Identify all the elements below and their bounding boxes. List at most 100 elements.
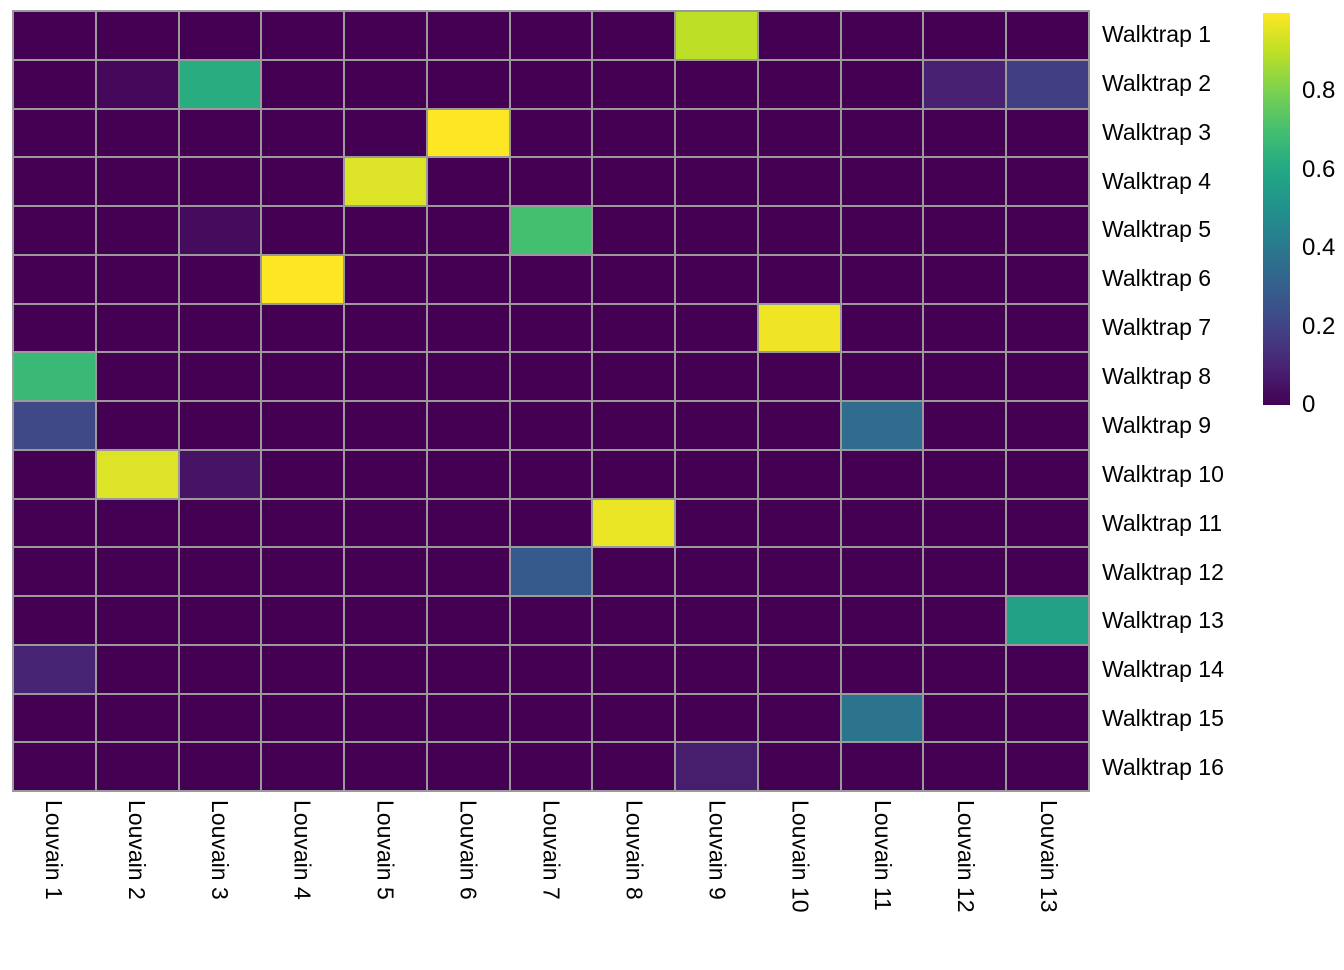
heatmap-cell [345, 694, 426, 742]
column-label: Louvain 13 [1036, 800, 1063, 913]
row-label: Walktrap 9 [1102, 411, 1212, 438]
heatmap-cell [96, 694, 178, 742]
heatmap-cell [1007, 548, 1088, 595]
row-label: Walktrap 8 [1102, 363, 1212, 390]
heatmap-cell [14, 450, 95, 498]
heatmap-cell [179, 158, 261, 205]
heatmap-cell [593, 255, 675, 303]
column-label-slot: Louvain 4 [261, 800, 344, 970]
heatmap-cell [593, 353, 675, 400]
heatmap-cell [14, 402, 95, 449]
heatmap-cell [676, 158, 757, 205]
heatmap-cell [427, 548, 509, 595]
heatmap-cell [510, 645, 592, 693]
heatmap-cell [427, 60, 509, 108]
heatmap-cell [1007, 207, 1088, 254]
heatmap-cell [262, 60, 344, 108]
heatmap-cell [96, 12, 178, 59]
heatmap-cell [179, 597, 261, 644]
heatmap-cell [924, 743, 1006, 790]
heatmap-cell [96, 548, 178, 595]
row-label: Walktrap 10 [1102, 460, 1224, 487]
column-label: Louvain 5 [372, 800, 399, 900]
heatmap-cell [510, 353, 592, 400]
heatmap-cell [262, 158, 344, 205]
heatmap-cell [510, 450, 592, 498]
column-label-slot: Louvain 9 [675, 800, 758, 970]
column-label: Louvain 4 [289, 800, 316, 900]
heatmap-cell [593, 450, 675, 498]
heatmap-cell [427, 743, 509, 790]
heatmap-cell [758, 60, 840, 108]
heatmap-cell [841, 645, 923, 693]
heatmap-cell [345, 255, 426, 303]
column-label: Louvain 7 [538, 800, 565, 900]
column-label-slot: Louvain 13 [1007, 800, 1090, 970]
colorbar-tick-label: 0.8 [1302, 77, 1336, 105]
heatmap-cell [510, 743, 592, 790]
row-label: Walktrap 14 [1102, 656, 1224, 683]
column-label-slot: Louvain 3 [178, 800, 261, 970]
heatmap-cell [924, 499, 1006, 547]
column-label-slot: Louvain 12 [924, 800, 1007, 970]
heatmap-cell [427, 597, 509, 644]
column-axis-labels: Louvain 1 Louvain 2 Louvain 3 Louvain 4 Louv… [12, 800, 1090, 970]
heatmap-cell [841, 548, 923, 595]
heatmap-cell [924, 402, 1006, 449]
column-label: Louvain 8 [621, 800, 648, 900]
heatmap-cell [262, 597, 344, 644]
heatmap-cell [1007, 694, 1088, 742]
heatmap-cell [96, 207, 178, 254]
heatmap-cell [427, 109, 509, 157]
heatmap-cell [676, 743, 757, 790]
heatmap-cell [1007, 158, 1088, 205]
heatmap-cell [14, 548, 95, 595]
heatmap-cell [262, 645, 344, 693]
heatmap-cell [676, 694, 757, 742]
heatmap-cell [924, 645, 1006, 693]
heatmap-cell [96, 158, 178, 205]
heatmap-cell [1007, 109, 1088, 157]
heatmap-cell [924, 694, 1006, 742]
heatmap-cell [345, 353, 426, 400]
heatmap-cell [758, 694, 840, 742]
heatmap-cell [179, 109, 261, 157]
heatmap-cell [758, 109, 840, 157]
heatmap-cell [924, 304, 1006, 352]
heatmap-cell [427, 450, 509, 498]
heatmap-cell [262, 304, 344, 352]
heatmap-cell [841, 353, 923, 400]
heatmap-cell [510, 499, 592, 547]
heatmap-cell [758, 402, 840, 449]
heatmap-cell [758, 353, 840, 400]
heatmap-cell [841, 109, 923, 157]
heatmap-cell [841, 499, 923, 547]
heatmap-grid [12, 10, 1090, 792]
heatmap-cell [262, 548, 344, 595]
heatmap-cell [262, 499, 344, 547]
heatmap-cell [676, 109, 757, 157]
column-label: Louvain 10 [787, 800, 814, 913]
heatmap-cell [345, 60, 426, 108]
heatmap-cell [676, 499, 757, 547]
heatmap-cell [510, 60, 592, 108]
column-label-slot: Louvain 11 [841, 800, 924, 970]
heatmap-cell [96, 60, 178, 108]
heatmap-cell [510, 402, 592, 449]
heatmap-cell [593, 548, 675, 595]
heatmap-cell [510, 548, 592, 595]
heatmap-cell [427, 304, 509, 352]
heatmap-cell [510, 255, 592, 303]
heatmap-cell [427, 255, 509, 303]
heatmap-cell [676, 645, 757, 693]
heatmap-cell [593, 304, 675, 352]
colorbar-tick-label: 0.2 [1302, 312, 1336, 340]
heatmap-cell [593, 12, 675, 59]
heatmap-cell [179, 450, 261, 498]
heatmap-cell [924, 60, 1006, 108]
heatmap-cell [841, 304, 923, 352]
row-label: Walktrap 7 [1102, 314, 1212, 341]
heatmap-cell [841, 207, 923, 254]
heatmap-cell [14, 255, 95, 303]
heatmap-cell [262, 450, 344, 498]
